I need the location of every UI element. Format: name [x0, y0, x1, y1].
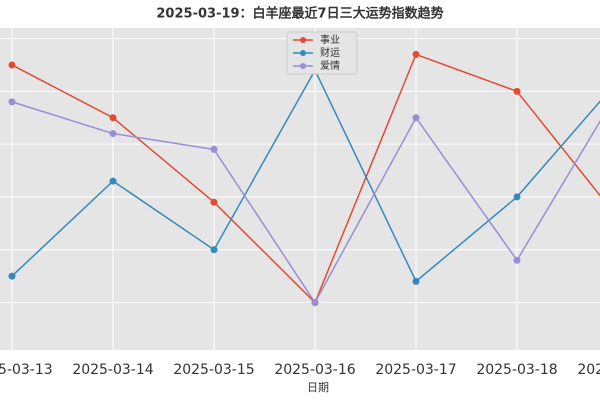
legend-marker: [300, 50, 306, 56]
point: [8, 272, 16, 280]
point: [412, 50, 420, 58]
point: [210, 198, 218, 206]
legend-label: 爱情: [320, 59, 340, 72]
point: [8, 98, 16, 106]
point: [8, 61, 16, 69]
point: [210, 246, 218, 254]
point: [513, 87, 521, 95]
plot-background: [0, 28, 600, 350]
point: [412, 277, 420, 285]
point: [210, 145, 218, 153]
x-tick-label: 2025-03-14: [72, 362, 153, 378]
point: [513, 193, 521, 201]
legend-marker: [300, 63, 306, 69]
x-axis-label: 日期: [307, 381, 329, 394]
legend-label: 事业: [320, 33, 340, 46]
point: [109, 130, 117, 138]
legend-marker: [300, 37, 306, 43]
x-tick-label: 2025-03-17: [375, 362, 456, 378]
x-tick-label: 2025-03-15: [173, 362, 254, 378]
legend-label: 财运: [320, 46, 340, 59]
point: [412, 114, 420, 122]
point: [109, 177, 117, 185]
x-tick-label: 2025-03-18: [476, 362, 557, 378]
x-tick-label: 2025-03-13: [0, 362, 53, 378]
point: [311, 298, 319, 306]
x-tick-label: 2025-03-16: [274, 362, 355, 378]
point: [513, 256, 521, 264]
point: [109, 114, 117, 122]
chart-title: 2025-03-19：白羊座最近7日三大运势指数趋势: [156, 6, 443, 22]
x-tick-label: 2025-03-19: [577, 362, 600, 378]
